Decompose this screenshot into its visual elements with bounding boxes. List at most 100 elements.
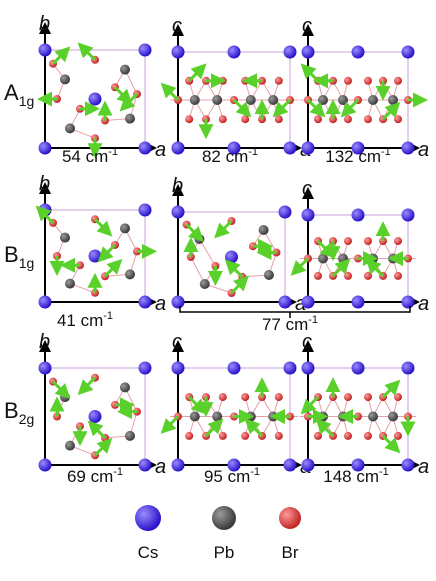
atom-br: [344, 431, 352, 440]
atom-pb: [65, 440, 75, 451]
atom-pb: [65, 278, 75, 289]
atom-br: [364, 115, 372, 124]
displacement-arrow: [230, 275, 249, 295]
displacement-arrow: [93, 218, 113, 237]
frequency-unit-exponent: -1: [103, 310, 113, 322]
atom-cs: [88, 249, 102, 263]
atom-br: [364, 76, 372, 85]
atom-br: [314, 115, 322, 124]
atom-pb: [318, 253, 328, 264]
atom-cs: [171, 295, 185, 309]
atom-br: [274, 393, 283, 402]
atom-pb: [368, 411, 378, 422]
atom-cs: [401, 458, 415, 472]
displacement-arrow: [300, 63, 320, 82]
mode-symbol: A: [4, 80, 19, 105]
displacement-arrow: [224, 259, 244, 278]
axis-label: b: [39, 13, 50, 35]
displacement-arrow: [340, 98, 360, 118]
atom-pb: [368, 95, 378, 105]
atom-br: [344, 271, 352, 280]
axis-label: a: [155, 139, 166, 161]
frequency-label: 69 cm-1: [67, 466, 123, 486]
atom-pb: [258, 225, 269, 235]
frequency-unit-exponent: -1: [381, 146, 391, 158]
bond: [198, 238, 216, 267]
displacement-arrow: [244, 418, 264, 437]
atom-br: [274, 115, 283, 124]
axis-label: a: [295, 293, 306, 315]
atom-cs: [227, 458, 241, 472]
atom-cs: [138, 203, 152, 217]
atom-br: [218, 115, 227, 124]
atom-br: [364, 237, 372, 246]
atom-cs: [283, 361, 297, 375]
atom-cs: [227, 141, 241, 155]
atom-pb: [125, 430, 135, 441]
mode-label: B2g: [4, 398, 34, 427]
atom-br: [344, 237, 352, 246]
atom-cs: [38, 458, 52, 472]
atom-cs: [401, 45, 415, 59]
axis-label: c: [172, 331, 182, 353]
atom-br: [364, 431, 372, 440]
frequency-value: 77 cm: [262, 315, 308, 334]
atom-br: [394, 76, 402, 85]
atom-br: [274, 431, 283, 440]
frequency-value: 69 cm: [67, 467, 113, 486]
atom-pb: [318, 95, 328, 105]
atom-pb: [268, 95, 279, 105]
displacement-arrow: [113, 86, 133, 105]
atom-br: [274, 76, 283, 85]
atom-pb: [212, 95, 223, 105]
atom-br: [364, 271, 372, 280]
axis-label: a: [418, 456, 429, 478]
atom-cs: [351, 295, 365, 309]
frequency-value: 132 cm: [325, 147, 381, 166]
displacement-arrow: [316, 240, 336, 259]
legend-label: Br: [282, 543, 299, 562]
legend-swatch: [212, 506, 236, 530]
legend-swatch: [135, 505, 161, 531]
atom-pb: [388, 411, 398, 422]
atom-br: [241, 76, 250, 85]
atom-pb: [263, 270, 274, 280]
mode-symbol: B: [4, 242, 19, 267]
mode-subscript: 2g: [19, 411, 35, 427]
legend-swatch: [279, 507, 301, 529]
atom-cs: [301, 208, 315, 222]
frequency-value: 54 cm: [62, 147, 108, 166]
atom-cs: [38, 43, 52, 57]
atom-pb: [318, 411, 328, 422]
atom-pb: [338, 95, 348, 105]
atom-pb: [212, 411, 223, 422]
atom-cs: [351, 141, 365, 155]
displacement-arrow: [103, 258, 123, 278]
frequency-unit-exponent: -1: [250, 466, 260, 478]
atom-br: [344, 393, 352, 402]
atom-br: [241, 431, 250, 440]
frequency-label: 148 cm-1: [323, 466, 389, 486]
displacement-arrow: [381, 434, 401, 454]
atom-pb: [338, 411, 348, 422]
atom-cs: [171, 458, 185, 472]
atom-cs: [301, 141, 315, 155]
mode-label: A1g: [4, 80, 34, 109]
atom-pb: [120, 382, 130, 393]
mode-subscript: 1g: [19, 93, 35, 109]
atom-pb: [189, 95, 200, 105]
frequency-label: 132 cm-1: [325, 146, 391, 166]
atom-pb: [245, 411, 256, 422]
atom-cs: [351, 458, 365, 472]
atom-pb: [65, 123, 75, 134]
atom-cs: [301, 295, 315, 309]
frequency-unit-exponent: -1: [113, 466, 123, 478]
frequency-label: 95 cm-1: [204, 466, 260, 486]
atom-br: [185, 115, 194, 124]
mode-symbol: B: [4, 398, 19, 423]
displacement-arrow: [77, 42, 97, 61]
displacement-arrow: [232, 98, 252, 118]
frequency-label: 41 cm-1: [57, 310, 113, 330]
displacement-arrow: [290, 257, 310, 276]
atom-cs: [227, 45, 241, 59]
